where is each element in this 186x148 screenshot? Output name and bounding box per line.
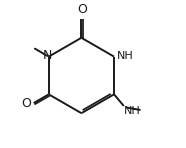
Text: O: O: [21, 96, 31, 110]
Text: N: N: [43, 49, 52, 62]
Text: NH: NH: [124, 106, 141, 116]
Text: O: O: [77, 3, 87, 16]
Text: NH: NH: [117, 51, 133, 61]
